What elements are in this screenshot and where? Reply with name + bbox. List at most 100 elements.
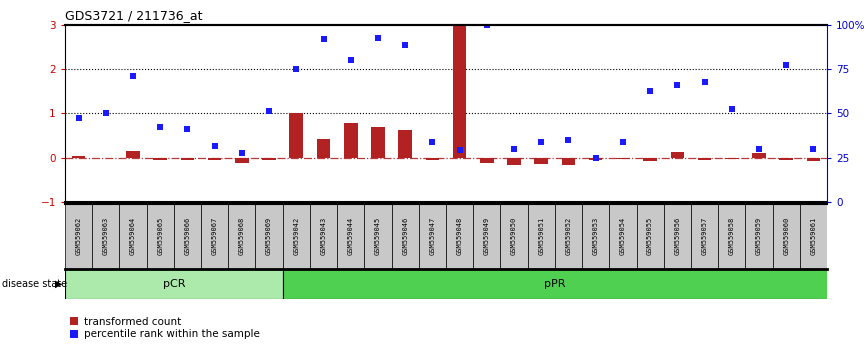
Text: GSM559059: GSM559059: [756, 217, 762, 256]
Bar: [174, 204, 201, 269]
Bar: [391, 204, 419, 269]
Point: [289, 66, 303, 72]
Bar: [725, 158, 739, 159]
Text: GSM559057: GSM559057: [701, 217, 708, 256]
Bar: [310, 204, 337, 269]
Text: GSM559051: GSM559051: [539, 217, 544, 256]
Bar: [65, 269, 282, 299]
Bar: [201, 204, 229, 269]
Bar: [643, 158, 657, 161]
Text: GSM559046: GSM559046: [402, 217, 408, 256]
Point: [779, 62, 793, 68]
Point: [453, 147, 467, 153]
Text: GSM559063: GSM559063: [103, 217, 109, 256]
Point: [698, 80, 712, 85]
Text: GSM559043: GSM559043: [320, 217, 326, 256]
Text: pCR: pCR: [163, 279, 185, 289]
Bar: [562, 158, 575, 166]
Bar: [718, 204, 746, 269]
Bar: [372, 127, 385, 158]
Text: disease state: disease state: [2, 279, 67, 289]
Bar: [153, 158, 167, 160]
Point: [752, 146, 766, 152]
Bar: [772, 204, 800, 269]
Text: ▶: ▶: [55, 279, 62, 289]
Bar: [501, 204, 527, 269]
Bar: [262, 158, 276, 160]
Point: [725, 106, 739, 112]
Text: GSM559049: GSM559049: [484, 217, 490, 256]
Point: [235, 150, 249, 156]
Text: GSM559060: GSM559060: [783, 217, 789, 256]
Point: [317, 36, 331, 42]
Point: [806, 146, 820, 152]
Text: GSM559065: GSM559065: [158, 217, 163, 256]
Bar: [126, 151, 139, 158]
Bar: [582, 204, 610, 269]
Bar: [637, 204, 663, 269]
Bar: [534, 158, 548, 164]
Bar: [344, 123, 358, 158]
Bar: [337, 204, 365, 269]
Bar: [589, 158, 603, 160]
Bar: [453, 25, 467, 158]
Bar: [555, 204, 582, 269]
Point: [208, 144, 222, 149]
Bar: [480, 158, 494, 163]
Bar: [65, 204, 92, 269]
Point: [589, 155, 603, 160]
Bar: [235, 158, 249, 163]
Text: GSM559047: GSM559047: [430, 217, 436, 256]
Point: [643, 88, 657, 94]
Bar: [282, 204, 310, 269]
Text: GSM559045: GSM559045: [375, 217, 381, 256]
Text: GSM559050: GSM559050: [511, 217, 517, 256]
Bar: [282, 269, 841, 299]
Point: [534, 139, 548, 145]
Bar: [289, 113, 303, 158]
Point: [480, 22, 494, 28]
Bar: [229, 204, 255, 269]
Text: GSM559067: GSM559067: [211, 217, 217, 256]
Bar: [616, 158, 630, 159]
Point: [425, 139, 439, 145]
Text: GSM559048: GSM559048: [456, 217, 462, 256]
Text: GSM559053: GSM559053: [592, 217, 598, 256]
Text: GSM559044: GSM559044: [348, 217, 353, 256]
Point: [180, 126, 194, 132]
Bar: [72, 156, 86, 158]
Bar: [398, 130, 412, 158]
Text: GSM559064: GSM559064: [130, 217, 136, 256]
Bar: [473, 204, 501, 269]
Point: [344, 57, 358, 63]
Bar: [691, 204, 718, 269]
Point: [99, 110, 113, 116]
Text: GDS3721 / 211736_at: GDS3721 / 211736_at: [65, 9, 203, 22]
Bar: [255, 204, 282, 269]
Text: GSM559052: GSM559052: [565, 217, 572, 256]
Bar: [208, 158, 222, 160]
Text: GSM559042: GSM559042: [294, 217, 300, 256]
Text: GSM559055: GSM559055: [647, 217, 653, 256]
Bar: [746, 204, 772, 269]
Text: GSM559058: GSM559058: [729, 217, 734, 256]
Bar: [800, 204, 827, 269]
Point: [262, 108, 276, 114]
Text: pPR: pPR: [544, 279, 565, 289]
Bar: [446, 204, 473, 269]
Bar: [365, 204, 391, 269]
Bar: [610, 204, 637, 269]
Bar: [120, 204, 146, 269]
Bar: [670, 152, 684, 158]
Text: GSM559062: GSM559062: [75, 217, 81, 256]
Bar: [146, 204, 174, 269]
Text: GSM559061: GSM559061: [811, 217, 817, 256]
Bar: [507, 158, 520, 166]
Bar: [527, 204, 555, 269]
Text: GSM559069: GSM559069: [266, 217, 272, 256]
Bar: [92, 204, 120, 269]
Point: [507, 146, 521, 152]
Bar: [663, 204, 691, 269]
Bar: [425, 158, 439, 160]
Bar: [698, 158, 711, 160]
